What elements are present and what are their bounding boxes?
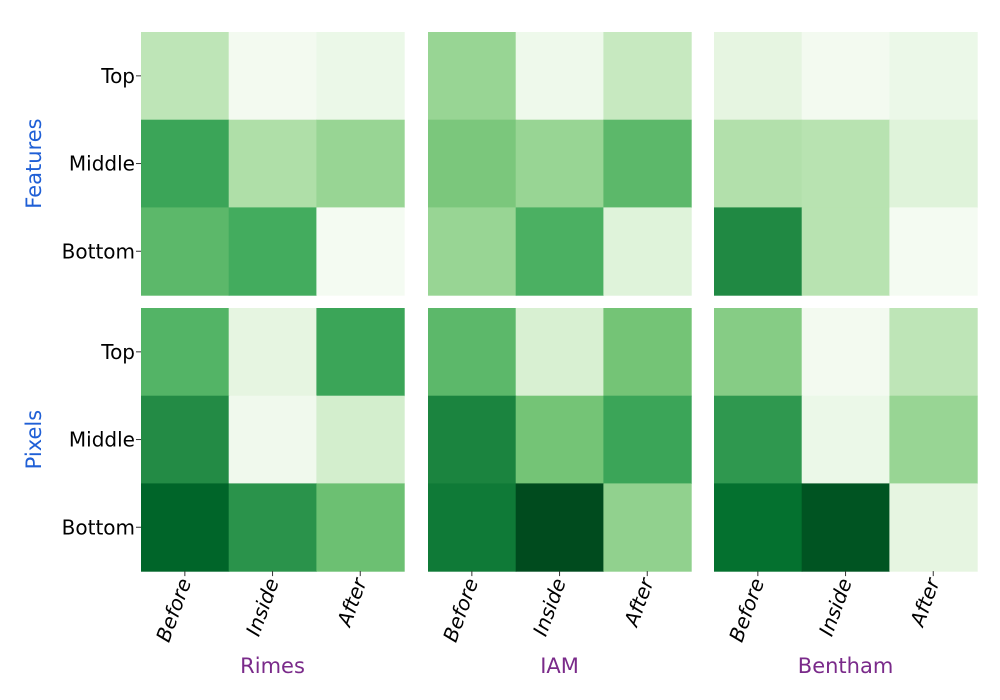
x-tick-label-iam-before: Before: [438, 575, 483, 645]
heatmap-cell-pixels-bentham-top-before: [714, 308, 803, 397]
heatmap-cell-features-rimes-bottom-before: [141, 207, 230, 296]
heatmap-cell-pixels-bentham-top-inside: [801, 308, 890, 397]
heatmap-cell-pixels-bentham-middle-before: [714, 395, 803, 484]
x-tick-label-iam-inside: Inside: [528, 575, 571, 639]
heatmap-cell-features-rimes-middle-after: [316, 119, 405, 208]
heatmap-cell-features-bentham-top-inside: [801, 32, 890, 121]
y-tick-label-pixels-bottom: Bottom: [62, 515, 135, 539]
heatmap-cell-pixels-iam-bottom-after: [603, 483, 692, 572]
heatmap-cell-features-rimes-top-before: [141, 32, 230, 121]
heatmap-cell-pixels-rimes-bottom-before: [141, 483, 230, 572]
heatmap-cell-pixels-bentham-bottom-inside: [801, 483, 890, 572]
x-tick-label-iam-after: After: [618, 573, 659, 631]
x-tick-label-rimes-before: Before: [151, 575, 196, 645]
heatmap-cell-features-iam-bottom-inside: [515, 207, 604, 296]
heatmap-cell-features-rimes-top-inside: [228, 32, 317, 121]
heatmap-cell-pixels-bentham-top-after: [889, 308, 978, 397]
row-group-label-pixels: Pixels: [22, 410, 46, 470]
heatmap-cell-features-rimes-top-after: [316, 32, 405, 121]
y-tick-label-features-top: Top: [100, 64, 135, 88]
heatmap-cell-pixels-rimes-bottom-after: [316, 483, 405, 572]
heatmap-cell-features-iam-top-inside: [515, 32, 604, 121]
y-tick-label-pixels-middle: Middle: [69, 428, 135, 452]
heatmap-cell-pixels-rimes-middle-inside: [228, 395, 317, 484]
heatmap-cell-features-bentham-bottom-inside: [801, 207, 890, 296]
heatmap-cell-features-bentham-top-after: [889, 32, 978, 121]
x-tick-label-bentham-after: After: [904, 573, 945, 631]
heatmap-cell-features-rimes-bottom-after: [316, 207, 405, 296]
heatmap-cell-pixels-bentham-bottom-before: [714, 483, 803, 572]
x-tick-label-rimes-after: After: [331, 573, 372, 631]
heatmap-cell-pixels-rimes-middle-after: [316, 395, 405, 484]
heatmap-cell-features-iam-middle-before: [428, 119, 517, 208]
heatmap-cell-pixels-iam-top-before: [428, 308, 517, 397]
heatmap-cell-pixels-rimes-top-after: [316, 308, 405, 397]
heatmap-cell-features-bentham-bottom-after: [889, 207, 978, 296]
dataset-label-iam: IAM: [540, 654, 579, 678]
heatmap-cell-pixels-iam-middle-before: [428, 395, 517, 484]
heatmap-cell-features-bentham-bottom-before: [714, 207, 803, 296]
heatmap-cell-features-iam-bottom-before: [428, 207, 517, 296]
y-tick-label-features-bottom: Bottom: [62, 239, 135, 263]
tick-marks: [136, 75, 934, 577]
dataset-label-rimes: Rimes: [240, 654, 305, 678]
row-group-label-features: Features: [22, 118, 46, 208]
y-tick-label-pixels-top: Top: [100, 340, 135, 364]
heatmap-cell-features-iam-middle-after: [603, 119, 692, 208]
x-tick-label-bentham-before: Before: [724, 575, 769, 645]
heatmap-cell-pixels-bentham-middle-after: [889, 395, 978, 484]
dataset-label-bentham: Bentham: [798, 654, 894, 678]
heatmap-cell-pixels-rimes-top-inside: [228, 308, 317, 397]
heatmap-cell-features-bentham-middle-inside: [801, 119, 890, 208]
x-tick-label-rimes-inside: Inside: [241, 575, 284, 639]
heatmap-cell-features-iam-top-before: [428, 32, 517, 121]
heatmap-cell-features-bentham-top-before: [714, 32, 803, 121]
heatmap-cell-pixels-iam-top-after: [603, 308, 692, 397]
heatmap-cell-pixels-iam-bottom-before: [428, 483, 517, 572]
x-tick-label-bentham-inside: Inside: [814, 575, 857, 639]
heatmap-cell-pixels-bentham-bottom-after: [889, 483, 978, 572]
heatmap-cell-features-bentham-middle-after: [889, 119, 978, 208]
heatmap-cell-pixels-rimes-top-before: [141, 308, 230, 397]
heatmap-cells: [141, 32, 978, 572]
heatmap-cell-pixels-iam-top-inside: [515, 308, 604, 397]
heatmap-cell-features-bentham-middle-before: [714, 119, 803, 208]
heatmap-cell-features-iam-top-after: [603, 32, 692, 121]
heatmap-cell-pixels-iam-bottom-inside: [515, 483, 604, 572]
heatmap-cell-pixels-rimes-bottom-inside: [228, 483, 317, 572]
heatmap-cell-features-rimes-middle-inside: [228, 119, 317, 208]
heatmap-cell-pixels-iam-middle-after: [603, 395, 692, 484]
heatmap-cell-features-iam-bottom-after: [603, 207, 692, 296]
y-tick-label-features-middle: Middle: [69, 152, 135, 176]
heatmap-cell-pixels-rimes-middle-before: [141, 395, 230, 484]
heatmap-cell-pixels-iam-middle-inside: [515, 395, 604, 484]
heatmap-cell-features-iam-middle-inside: [515, 119, 604, 208]
heatmap-cell-features-rimes-middle-before: [141, 119, 230, 208]
heatmap-cell-features-rimes-bottom-inside: [228, 207, 317, 296]
heatmap-cell-pixels-bentham-middle-inside: [801, 395, 890, 484]
